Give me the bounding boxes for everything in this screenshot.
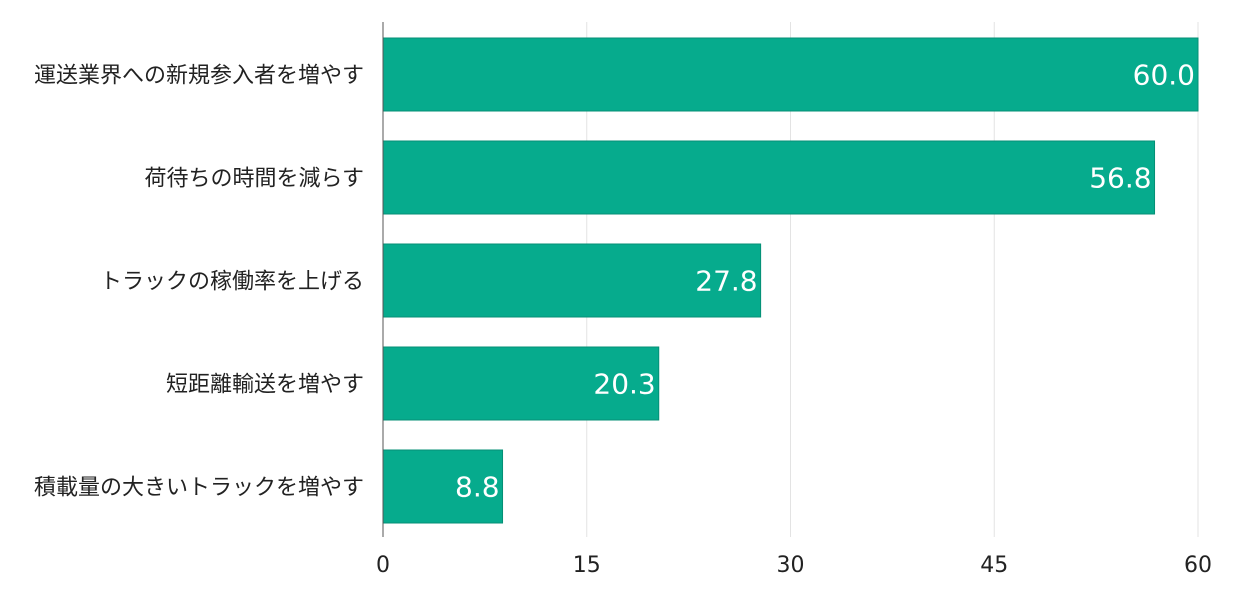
category-label-2: トラックの稼働率を上げる <box>100 270 364 295</box>
bar-3 <box>382 346 660 421</box>
bar-1 <box>382 140 1156 215</box>
x-tick-label-15: 15 <box>573 553 601 578</box>
x-tick-labels: 0 15 30 45 60 <box>376 553 1212 578</box>
category-label-3: 短距離輸送を増やす <box>166 373 364 398</box>
x-tick-label-0: 0 <box>376 553 390 578</box>
category-label-4: 積載量の大きいトラックを増やす <box>34 476 364 501</box>
x-tick-label-30: 30 <box>777 553 805 578</box>
value-label-1: 56.8 <box>1089 162 1151 195</box>
value-label-3: 20.3 <box>593 368 655 401</box>
x-tick-label-60: 60 <box>1184 553 1212 578</box>
bars <box>382 37 1199 524</box>
value-labels: 60.0 56.8 27.8 20.3 8.8 <box>455 59 1195 504</box>
category-label-0: 運送業界への新規参入者を増やす <box>34 64 364 89</box>
category-label-1: 荷待ちの時間を減らす <box>144 167 364 192</box>
x-tick-label-45: 45 <box>980 553 1008 578</box>
category-labels: 運送業界への新規参入者を増やす荷待ちの時間を減らすトラックの稼働率を上げる短距離… <box>34 64 364 501</box>
value-label-2: 27.8 <box>695 265 757 298</box>
bar-2 <box>382 243 762 318</box>
value-label-4: 8.8 <box>455 471 500 504</box>
bar-0 <box>382 37 1199 112</box>
value-label-0: 60.0 <box>1133 59 1195 92</box>
